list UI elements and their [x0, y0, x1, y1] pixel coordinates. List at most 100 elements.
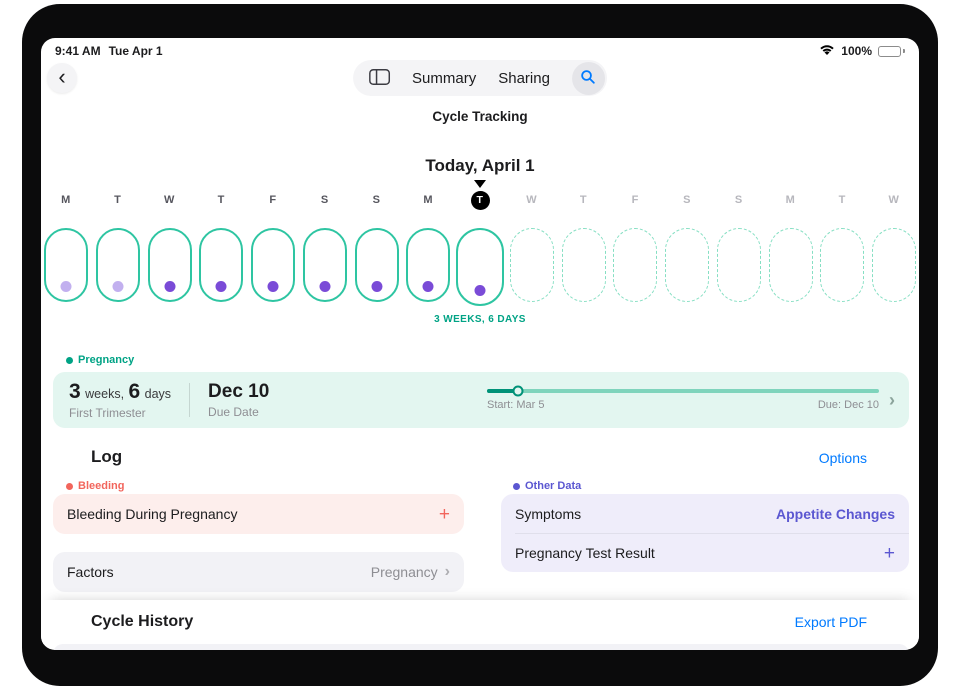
day-letter: F — [269, 194, 277, 206]
day-pill[interactable] — [199, 228, 244, 302]
progress-fill — [487, 389, 519, 393]
add-bleeding-button[interactable]: + — [438, 503, 450, 525]
battery-percent: 100% — [841, 44, 872, 58]
day-cell-past[interactable]: M — [44, 190, 88, 306]
log-entry-dot — [371, 281, 382, 292]
nav-bar: ‹ Summary Sharing — [41, 58, 919, 98]
day-letter: T — [114, 194, 122, 206]
day-cell-future[interactable]: T — [820, 190, 865, 306]
day-letter: M — [423, 194, 434, 206]
pregnancy-duration-caption: 3 WEEKS, 6 DAYS — [434, 314, 526, 325]
day-pill[interactable] — [406, 228, 451, 302]
day-cell-past[interactable]: S — [302, 190, 347, 306]
day-cell-past[interactable]: F — [251, 190, 295, 306]
due-date-value: Dec 10 — [208, 381, 270, 402]
day-cell-future[interactable]: W — [872, 190, 916, 306]
day-cell-past[interactable]: S — [354, 190, 399, 306]
day-pill[interactable] — [768, 228, 813, 302]
cycle-history-row-peek — [53, 644, 909, 650]
day-cell-future[interactable]: T — [561, 190, 606, 306]
day-pill[interactable] — [561, 228, 606, 302]
day-pill[interactable] — [354, 228, 399, 302]
pregnancy-bullet-icon — [66, 356, 73, 364]
day-pill[interactable] — [716, 228, 761, 302]
day-cell-past[interactable]: T — [199, 190, 244, 306]
day-letter: W — [888, 194, 900, 206]
log-section-title: Log — [91, 447, 123, 466]
day-pill[interactable] — [251, 228, 295, 302]
options-button[interactable]: Options — [818, 450, 867, 466]
day-cell-past[interactable]: T — [95, 190, 140, 306]
export-pdf-button[interactable]: Export PDF — [794, 614, 867, 630]
factors-value: Pregnancy — [370, 564, 438, 580]
symptoms-row[interactable]: Symptoms Appetite Changes — [501, 494, 909, 533]
add-pregnancy-test-button[interactable]: + — [883, 542, 895, 564]
day-letter: T — [217, 194, 225, 206]
bleeding-log-row[interactable]: Bleeding During Pregnancy + — [53, 494, 464, 534]
day-letter: T — [579, 194, 588, 206]
tab-summary[interactable]: Summary — [412, 69, 477, 87]
other-data-bullet-icon — [513, 482, 520, 490]
tab-sharing[interactable]: Sharing — [498, 69, 550, 87]
pregnancy-test-row[interactable]: Pregnancy Test Result + — [515, 533, 909, 572]
back-chevron-icon: ‹ — [58, 63, 66, 89]
day-cell-future[interactable]: S — [716, 190, 761, 306]
progress-track — [487, 385, 879, 397]
due-date-caption: Due Date — [208, 405, 259, 419]
day-pill[interactable] — [613, 228, 658, 302]
bleeding-section-label-text: Bleeding — [78, 480, 125, 492]
ipad-bezel: 9:41 AM Tue Apr 1 100% ‹ — [22, 4, 938, 686]
day-cell-today[interactable]: T — [456, 190, 504, 306]
day-pill[interactable] — [456, 228, 504, 306]
day-letter: M — [61, 194, 71, 206]
today-day-letter: T — [470, 190, 490, 210]
card-divider — [189, 383, 191, 417]
day-pill[interactable] — [665, 228, 709, 302]
day-pill[interactable] — [95, 228, 140, 302]
day-letter: S — [320, 194, 329, 206]
day-cell-past[interactable]: W — [147, 190, 192, 306]
pregnancy-summary-card[interactable]: 3 weeks, 6 days First Trimester Dec 10 D… — [53, 372, 909, 428]
day-cell-future[interactable]: F — [613, 190, 658, 306]
day-cell-past[interactable]: M — [406, 190, 451, 306]
status-bar: 9:41 AM Tue Apr 1 100% — [41, 42, 919, 60]
factors-label: Factors — [67, 564, 114, 580]
day-letter: M — [785, 194, 796, 206]
today-heading: Today, April 1 — [425, 156, 535, 175]
back-button[interactable]: ‹ — [47, 63, 77, 93]
days-value: 6 — [128, 380, 141, 403]
chevron-right-icon[interactable]: › — [889, 390, 895, 410]
day-cell-future[interactable]: W — [509, 190, 554, 306]
day-pill[interactable] — [509, 228, 554, 302]
day-pill[interactable] — [820, 228, 865, 302]
day-pill[interactable] — [872, 228, 916, 302]
screen: 9:41 AM Tue Apr 1 100% ‹ — [41, 38, 919, 650]
pregnancy-section-label: Pregnancy — [66, 354, 134, 366]
day-letter: W — [526, 194, 538, 206]
log-entry-dot — [215, 281, 227, 292]
other-data-card: Symptoms Appetite Changes Pregnancy Test… — [501, 494, 909, 572]
day-pill[interactable] — [147, 228, 192, 302]
day-pill[interactable] — [44, 228, 88, 302]
log-entry-dot — [422, 281, 434, 292]
progress-due-label: Due: Dec 10 — [817, 399, 879, 411]
progress-knob — [512, 385, 524, 397]
factors-row[interactable]: Factors Pregnancy › — [53, 552, 464, 592]
pregnancy-duration-block: 3 weeks, 6 days First Trimester — [69, 380, 171, 420]
bleeding-section-label: Bleeding — [66, 480, 124, 492]
day-cell-future[interactable]: S — [665, 190, 709, 306]
pregnancy-progress: Start: Mar 5 Due: Dec 10 — [487, 385, 879, 411]
nav-center-group: Summary Sharing — [353, 60, 607, 96]
trimester-label: First Trimester — [69, 406, 146, 420]
battery-icon — [878, 45, 901, 57]
bleeding-bullet-icon — [66, 482, 73, 490]
day-cell-future[interactable]: M — [768, 190, 813, 306]
days-unit: days — [144, 387, 172, 401]
page-title: Cycle Tracking — [432, 109, 528, 124]
due-date-block: Dec 10 Due Date — [208, 381, 269, 419]
day-letter: W — [164, 194, 175, 206]
search-button[interactable] — [571, 61, 605, 95]
sidebar-toggle-button[interactable] — [369, 68, 391, 88]
day-letter: S — [683, 194, 691, 206]
day-pill[interactable] — [302, 228, 347, 302]
